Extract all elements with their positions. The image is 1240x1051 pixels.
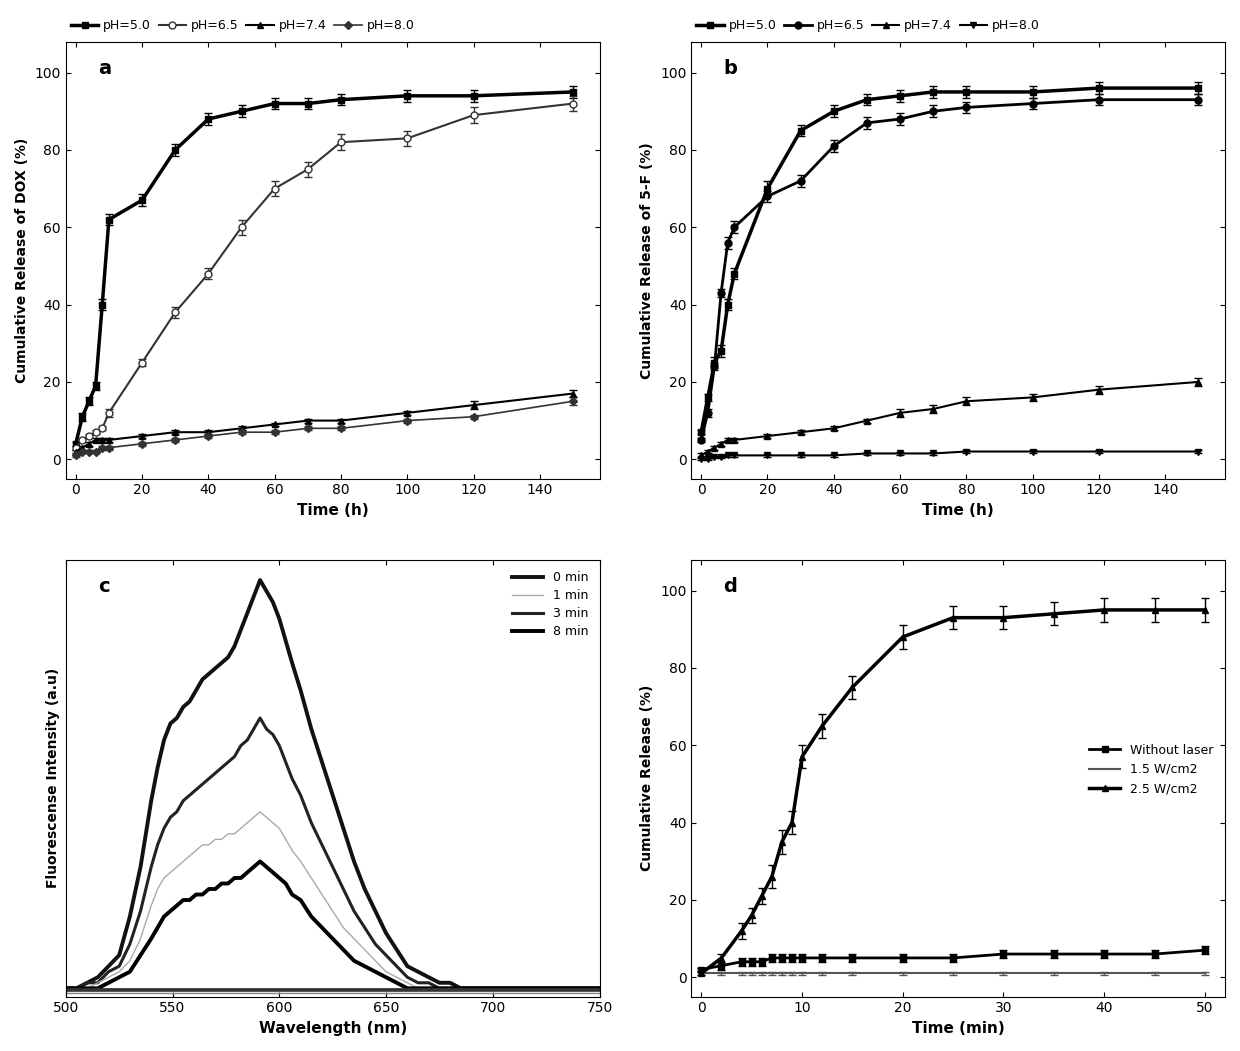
- Text: b: b: [723, 59, 737, 78]
- 3 min: [221, 756, 236, 768]
- 0 min: [58, 982, 73, 994]
- 1 min: [58, 982, 73, 994]
- Y-axis label: Cumulative Release (%): Cumulative Release (%): [640, 685, 655, 871]
- 3 min: [593, 982, 608, 994]
- Line: 0 min: 0 min: [66, 580, 600, 988]
- 8 min: [253, 856, 268, 868]
- Y-axis label: Fluorescense Intensity (a.u): Fluorescense Intensity (a.u): [46, 668, 61, 888]
- 8 min: [156, 910, 171, 923]
- X-axis label: Time (min): Time (min): [911, 1021, 1004, 1036]
- 3 min: [253, 712, 268, 724]
- 1 min: [176, 856, 191, 868]
- Line: 1 min: 1 min: [66, 811, 600, 988]
- 1 min: [570, 982, 585, 994]
- 3 min: [570, 982, 585, 994]
- 0 min: [485, 982, 500, 994]
- 0 min: [221, 651, 236, 663]
- 3 min: [485, 982, 500, 994]
- Text: d: d: [723, 577, 737, 596]
- 0 min: [570, 982, 585, 994]
- 3 min: [58, 982, 73, 994]
- Line: 3 min: 3 min: [66, 718, 600, 988]
- 3 min: [156, 822, 171, 834]
- Legend: Without laser, 1.5 W/cm2, 2.5 W/cm2: Without laser, 1.5 W/cm2, 2.5 W/cm2: [1084, 739, 1219, 800]
- Text: a: a: [98, 59, 110, 78]
- Y-axis label: Cumulative Release of 5-F (%): Cumulative Release of 5-F (%): [640, 142, 655, 378]
- 8 min: [485, 982, 500, 994]
- 0 min: [176, 701, 191, 714]
- X-axis label: Wavelength (nm): Wavelength (nm): [259, 1021, 407, 1036]
- 3 min: [123, 937, 138, 950]
- 0 min: [156, 734, 171, 746]
- 1 min: [485, 982, 500, 994]
- 8 min: [593, 982, 608, 994]
- 1 min: [123, 954, 138, 967]
- Text: c: c: [98, 577, 109, 596]
- Legend: pH=5.0, pH=6.5, pH=7.4, pH=8.0: pH=5.0, pH=6.5, pH=7.4, pH=8.0: [66, 15, 419, 37]
- X-axis label: Time (h): Time (h): [296, 503, 368, 518]
- 1 min: [221, 827, 236, 840]
- X-axis label: Time (h): Time (h): [923, 503, 994, 518]
- 8 min: [570, 982, 585, 994]
- 0 min: [253, 574, 268, 586]
- 8 min: [58, 982, 73, 994]
- Y-axis label: Cumulative Release of DOX (%): Cumulative Release of DOX (%): [15, 138, 29, 383]
- 8 min: [123, 966, 138, 978]
- Legend: 0 min, 1 min, 3 min, 8 min: 0 min, 1 min, 3 min, 8 min: [507, 565, 593, 643]
- Legend: pH=5.0, pH=6.5, pH=7.4, pH=8.0: pH=5.0, pH=6.5, pH=7.4, pH=8.0: [691, 15, 1045, 37]
- 1 min: [253, 805, 268, 818]
- 3 min: [176, 795, 191, 807]
- 8 min: [176, 893, 191, 906]
- 1 min: [593, 982, 608, 994]
- 0 min: [123, 910, 138, 923]
- Line: 8 min: 8 min: [66, 862, 600, 988]
- 1 min: [156, 871, 171, 884]
- 8 min: [221, 878, 236, 890]
- 0 min: [593, 982, 608, 994]
